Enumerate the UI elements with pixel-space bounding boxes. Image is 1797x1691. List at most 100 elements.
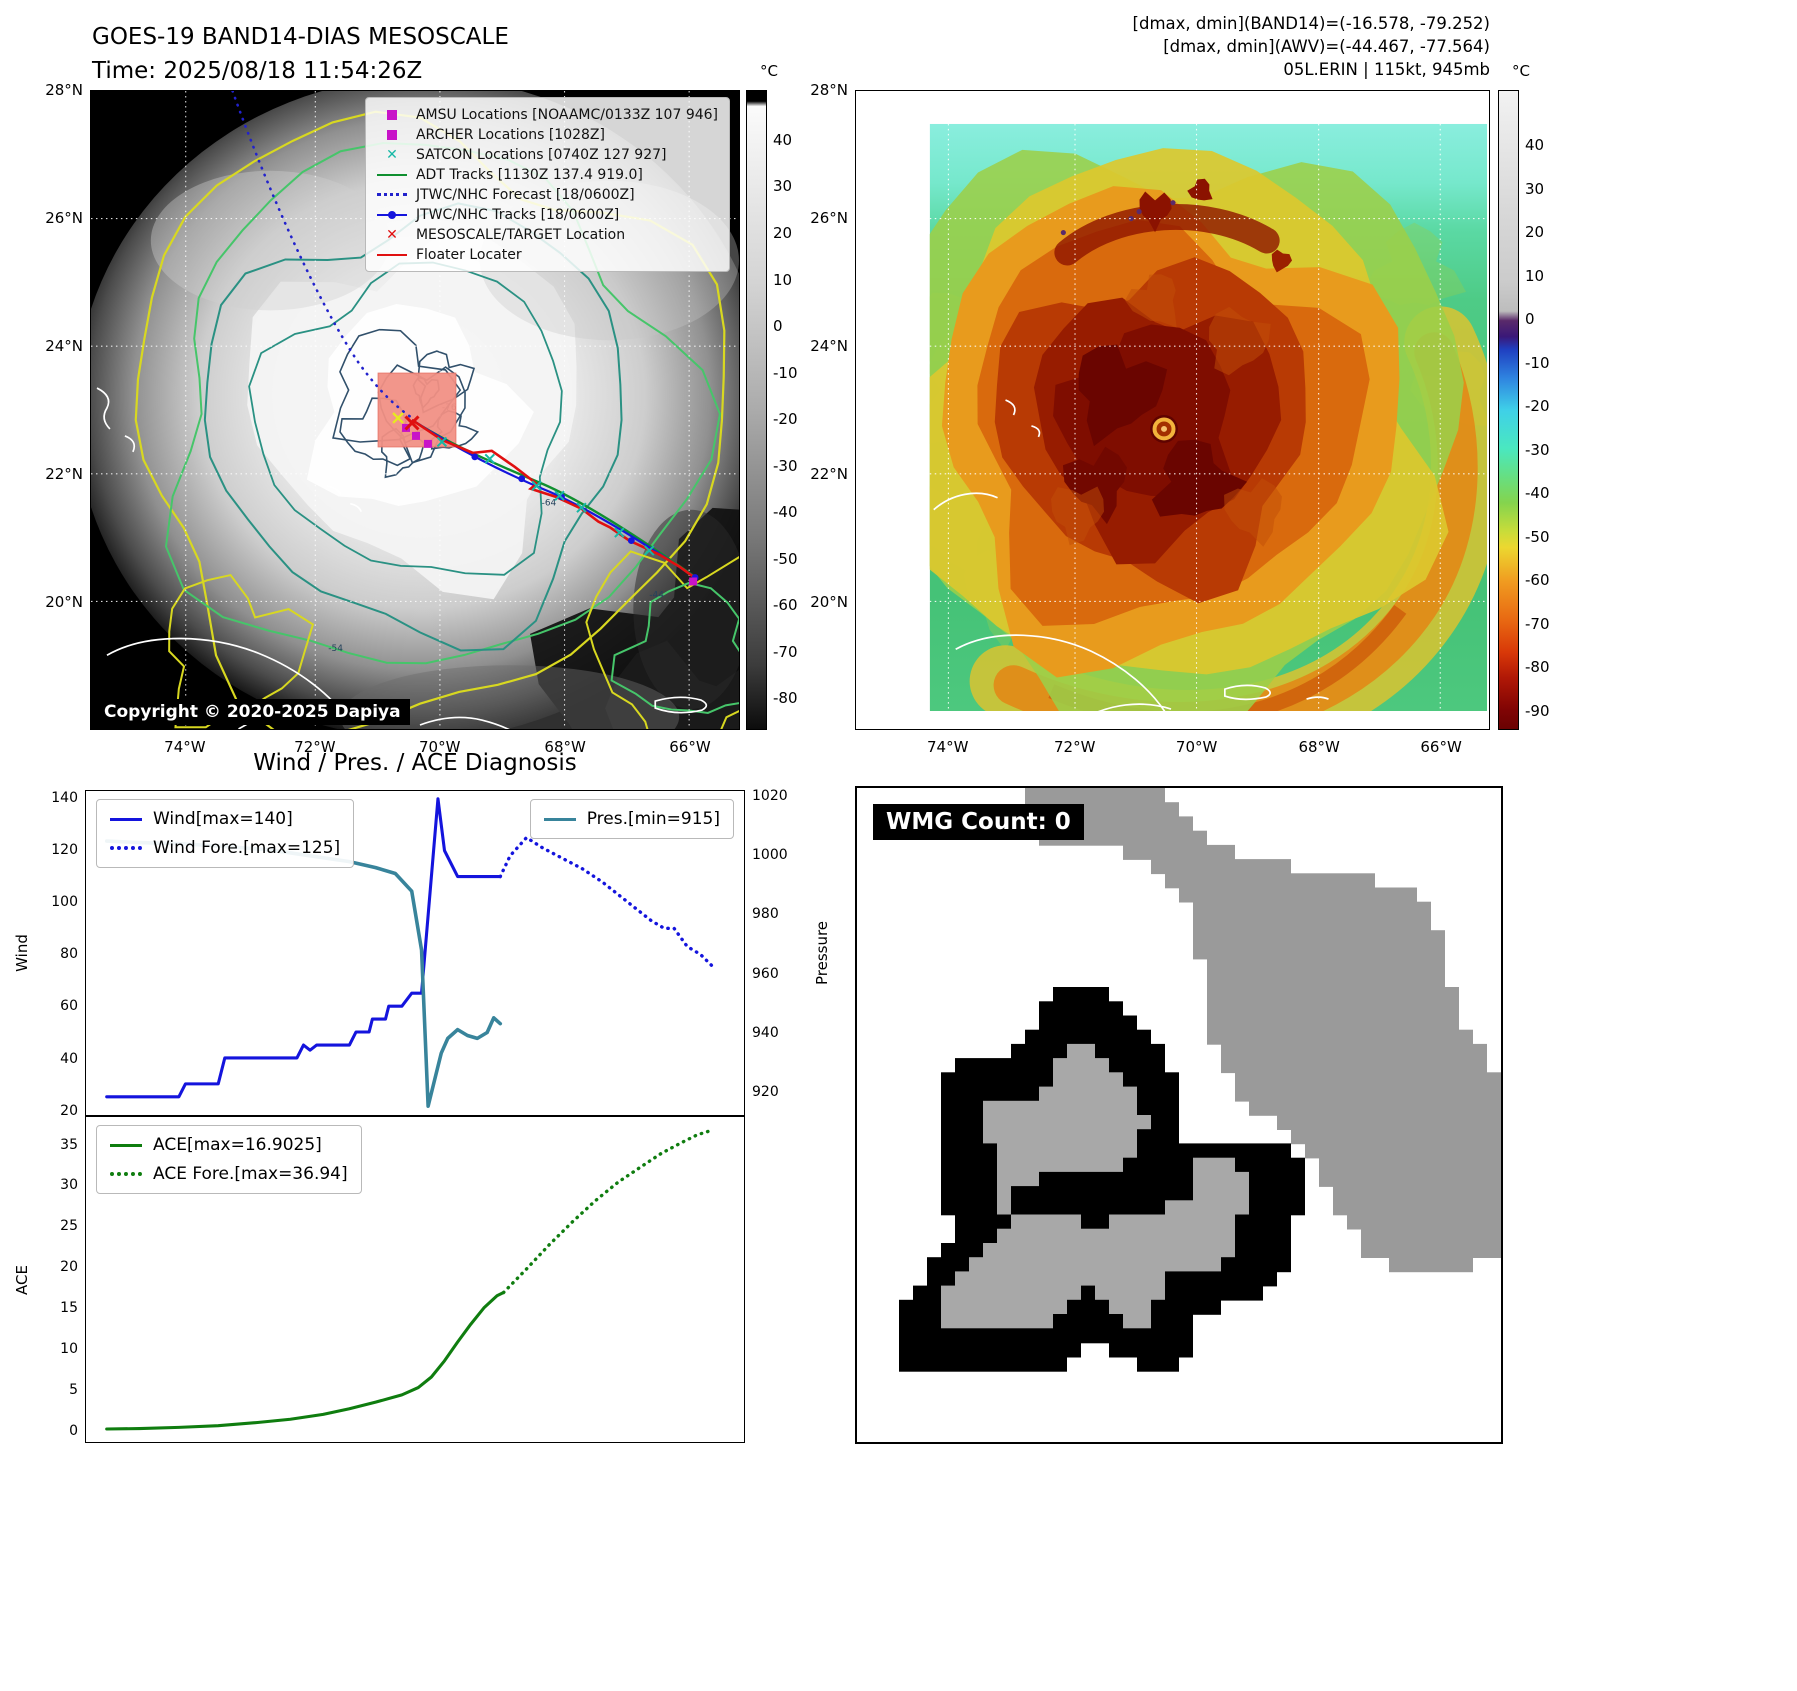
- colorbar-tick-label: -90: [1525, 701, 1550, 720]
- colorbar-tick-label: -50: [1525, 527, 1550, 546]
- track-markers: [392, 412, 699, 586]
- pressure-legend: Pres.[min=915]: [529, 799, 734, 839]
- coastlines: [933, 399, 1329, 712]
- band14-map-panel: -76-64-54-44 AMSU Locations [NOAAMC/0133…: [90, 90, 740, 730]
- ace-chart: ACE[max=16.9025] ACE Fore.[max=36.94]: [85, 1116, 745, 1443]
- legend-label: Wind Fore.[max=125]: [153, 838, 341, 858]
- lon-tick-label: 68°W: [1298, 738, 1340, 756]
- tick-label: 960: [752, 965, 779, 982]
- lon-tick-label: 72°W: [1053, 738, 1096, 756]
- band14-colorbar: [746, 90, 767, 730]
- awv-colorbar-unit: °C: [1512, 62, 1530, 80]
- colorbar-tick-label: -40: [773, 503, 798, 522]
- colorbar-tick-label: -70: [773, 642, 798, 661]
- legend-item: ACE Fore.[max=36.94]: [110, 1164, 348, 1184]
- awv-colorbar: [1498, 90, 1519, 730]
- lon-tick-label: 70°W: [1175, 738, 1218, 756]
- lat-tick-label: 20°N: [810, 593, 848, 611]
- legend-label: AMSU Locations [NOAAMC/0133Z 107 946]: [415, 106, 718, 123]
- series-line: [104, 839, 503, 1108]
- lon-tick-label: 66°W: [669, 738, 711, 756]
- wmg-count-badge: WMG Count: 0: [873, 804, 1084, 840]
- legend-label: Floater Locater: [415, 246, 522, 263]
- legend-label: ACE[max=16.9025]: [153, 1135, 322, 1155]
- tick-label: 980: [752, 906, 779, 923]
- legend-marker-line-icon: [376, 248, 407, 262]
- dmax-dmin-awv-text: [dmax, dmin](AWV)=(-44.467, -77.564): [1163, 37, 1490, 56]
- colorbar-tick-label: -80: [773, 689, 798, 708]
- legend-label: JTWC/NHC Tracks [18/0600Z]: [415, 206, 620, 223]
- lon-tick-label: 68°W: [544, 738, 586, 756]
- tick-label: 940: [752, 1025, 779, 1042]
- legend-label: ACE Fore.[max=36.94]: [153, 1164, 348, 1184]
- wind-pressure-chart: Wind[max=140] Wind Fore.[max=125] Pres.[…: [85, 790, 745, 1116]
- colorbar-tick-label: 0: [1525, 310, 1535, 329]
- copyright-badge: Copyright © 2020-2025 Dapiya: [95, 699, 410, 725]
- legend-item: AMSU Locations [NOAAMC/0133Z 107 946]: [377, 106, 718, 123]
- legend-item: ✕ MESOSCALE/TARGET Location: [377, 226, 718, 243]
- band14-colorbar-unit: °C: [760, 62, 778, 80]
- diagnosis-title: Wind / Pres. / ACE Diagnosis: [253, 750, 577, 776]
- lat-tick-label: 20°N: [45, 593, 83, 611]
- colorbar-tick-label: -10: [773, 363, 798, 382]
- series-line: [501, 1128, 716, 1295]
- awv-colorbar-ticks: 40 30 20 10 0 -10 -20 -30 -40 -50 -60 -70 -80 -90: [1525, 90, 1571, 730]
- dmax-dmin-band14-text: [dmax, dmin](BAND14)=(-16.578, -79.252): [1132, 14, 1490, 33]
- legend-label: ADT Tracks [1130Z 137.4 919.0]: [415, 166, 643, 183]
- legend-label: Wind[max=140]: [153, 809, 293, 829]
- legend-label: MESOSCALE/TARGET Location: [415, 226, 626, 243]
- lat-tick-label: 28°N: [45, 81, 83, 99]
- legend-item: Floater Locater: [376, 246, 718, 263]
- band14-lat-axis: 28°N 26°N 24°N 22°N 20°N: [25, 81, 83, 730]
- colorbar-tick-label: 30: [1525, 179, 1545, 198]
- tick-label: 140: [51, 789, 78, 806]
- tick-label: 30: [60, 1177, 78, 1194]
- legend-item: ✕ SATCON Locations [0740Z 127 927]: [377, 146, 718, 163]
- ace-forecast-line-icon: [110, 1172, 142, 1176]
- storm-id-intensity-text: 05L.ERIN | 115kt, 945mb: [1283, 60, 1490, 79]
- colorbar-tick-label: 0: [773, 317, 783, 336]
- colorbar-tick-label: 40: [1525, 136, 1545, 155]
- wmg-panel: WMG Count: 0: [855, 786, 1503, 1444]
- tick-label: 60: [60, 998, 78, 1015]
- colorbar-tick-label: -40: [1525, 484, 1550, 503]
- tick-label: 100: [51, 894, 78, 911]
- legend-item: Wind[max=140]: [110, 809, 340, 829]
- graticule: [929, 123, 1488, 712]
- awv-header-block: [dmax, dmin](BAND14)=(-16.578, -79.252) …: [880, 12, 1490, 81]
- pressure-y-axis: 920 940 960 980 1000 1020: [752, 788, 802, 1116]
- legend-marker-dotted-icon: [376, 188, 407, 202]
- colorbar-tick-label: -30: [1525, 440, 1550, 459]
- legend-item: ADT Tracks [1130Z 137.4 919.0]: [376, 166, 718, 183]
- wind-legend: Wind[max=140] Wind Fore.[max=125]: [96, 799, 355, 868]
- legend-marker-square-icon: [377, 128, 407, 142]
- legend-marker-square-icon: [377, 108, 407, 122]
- wmg-pixel-image: [899, 788, 1501, 1372]
- colorbar-tick-label: -60: [1525, 571, 1550, 590]
- lat-tick-label: 26°N: [810, 209, 848, 227]
- tick-label: 1000: [752, 847, 788, 864]
- awv-lat-axis: 28°N 26°N 24°N 22°N 20°N: [790, 81, 848, 730]
- ace-legend: ACE[max=16.9025] ACE Fore.[max=36.94]: [96, 1125, 362, 1194]
- colorbar-tick-label: -80: [1525, 658, 1550, 677]
- legend-marker-line-icon: [376, 168, 407, 182]
- tick-label: 20: [60, 1259, 78, 1276]
- tick-label: 15: [60, 1300, 78, 1317]
- pressure-line-icon: [543, 817, 576, 821]
- colorbar-tick-label: 10: [773, 270, 793, 289]
- ace-y-axis: 0 5 10 15 20 25 30 35: [28, 1116, 78, 1443]
- legend-item: ACE[max=16.9025]: [110, 1135, 348, 1155]
- lon-tick-label: 70°W: [418, 738, 461, 756]
- tick-label: 10: [60, 1340, 78, 1357]
- colorbar-tick-label: -20: [773, 410, 798, 429]
- legend-marker-x-icon: ✕: [386, 146, 398, 163]
- lat-tick-label: 26°N: [45, 209, 83, 227]
- band14-colorbar-ticks: 40 30 20 10 0 -10 -20 -30 -40 -50 -60 -70 -80: [773, 90, 815, 730]
- awv-satellite-image: [856, 91, 1489, 729]
- legend-marker-x-icon: ✕: [386, 226, 398, 243]
- ace-line-icon: [110, 1143, 142, 1147]
- band14-legend: AMSU Locations [NOAAMC/0133Z 107 946] ARC…: [364, 97, 730, 272]
- hurricane-eye: [1150, 414, 1178, 443]
- legend-item: ARCHER Locations [1028Z]: [377, 126, 718, 143]
